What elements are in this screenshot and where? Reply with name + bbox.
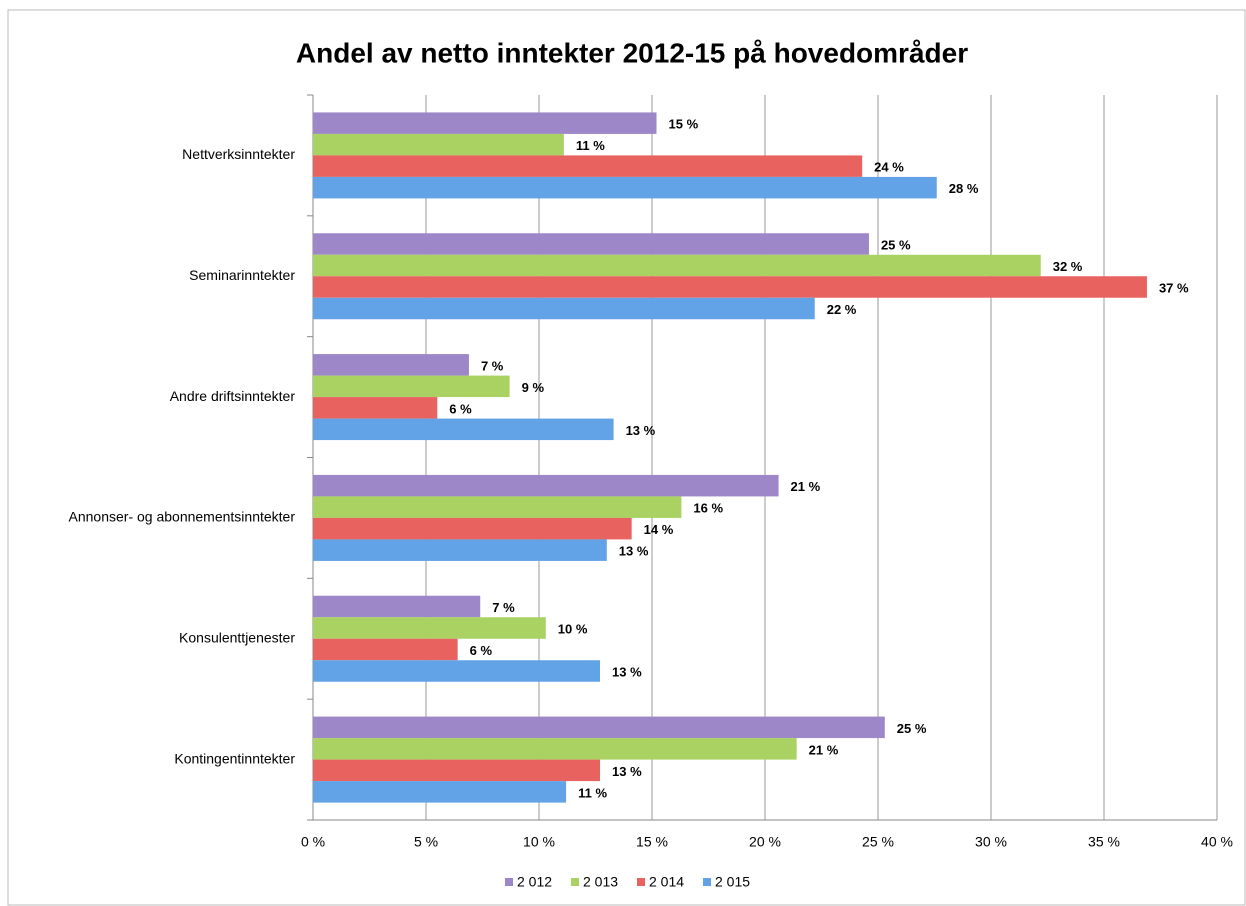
bar (313, 759, 601, 782)
bar (313, 254, 1041, 277)
bar (313, 112, 657, 134)
value-label: 14 % (644, 522, 674, 537)
x-tick-label: 5 % (414, 834, 438, 850)
value-label: 37 % (1159, 280, 1189, 295)
y-tick-label: Kontingentinntekter (174, 750, 295, 766)
x-tick-label: 40 % (1201, 834, 1233, 850)
bar (313, 155, 863, 177)
bar (313, 474, 779, 497)
bar (313, 354, 469, 376)
y-tick-label: Nettverksinntekter (182, 146, 295, 162)
value-label: 13 % (626, 423, 656, 438)
legend-label: 2 012 (517, 874, 552, 890)
y-tick-label: Seminarinntekter (189, 267, 295, 283)
bar (313, 716, 885, 739)
bar (313, 517, 632, 540)
x-tick-label: 35 % (1088, 834, 1120, 850)
value-label: 13 % (612, 764, 642, 779)
value-label: 21 % (809, 742, 839, 757)
legend-label: 2 013 (583, 874, 618, 890)
y-tick-label: Konsulenttjenester (179, 629, 295, 645)
value-label: 21 % (791, 479, 821, 494)
value-label: 24 % (874, 160, 904, 175)
x-tick-label: 0 % (301, 834, 325, 850)
bar (313, 617, 546, 639)
value-label: 7 % (492, 600, 515, 615)
bar (313, 297, 815, 320)
bar (313, 660, 601, 682)
value-label: 32 % (1053, 259, 1083, 274)
bar (313, 539, 607, 561)
bar (313, 176, 937, 199)
bar (313, 638, 458, 661)
bar (313, 375, 510, 398)
bar (313, 418, 614, 441)
bar (313, 781, 567, 803)
chart-title: Andel av netto inntekter 2012-15 på hove… (296, 37, 968, 68)
y-tick-label: Annonser- og abonnementsinntekter (69, 509, 296, 525)
bar (313, 595, 481, 618)
bar (313, 738, 797, 760)
legend-label: 2 015 (715, 874, 750, 890)
value-label: 9 % (522, 380, 545, 395)
value-label: 13 % (619, 544, 649, 559)
bar (313, 496, 682, 518)
x-tick-label: 15 % (636, 834, 668, 850)
value-label: 22 % (827, 302, 857, 317)
x-tick-label: 30 % (975, 834, 1007, 850)
value-label: 7 % (481, 358, 504, 373)
bar (313, 397, 438, 419)
value-label: 28 % (949, 181, 979, 196)
value-label: 6 % (449, 401, 472, 416)
bar (313, 133, 564, 156)
x-tick-label: 25 % (862, 834, 894, 850)
value-label: 25 % (881, 237, 911, 252)
value-label: 10 % (558, 621, 588, 636)
value-label: 11 % (578, 785, 607, 800)
value-label: 11 % (576, 138, 605, 153)
legend-swatch (703, 878, 711, 886)
bar (313, 276, 1147, 298)
value-label: 15 % (669, 117, 699, 132)
legend-swatch (571, 878, 579, 886)
legend-swatch (505, 878, 513, 886)
value-label: 16 % (693, 501, 723, 516)
bar (313, 233, 869, 255)
legend-label: 2 014 (649, 874, 684, 890)
x-tick-label: 10 % (523, 834, 555, 850)
value-label: 13 % (612, 664, 642, 679)
value-label: 25 % (897, 721, 927, 736)
value-label: 6 % (470, 643, 493, 658)
x-tick-label: 20 % (749, 834, 781, 850)
y-tick-label: Andre driftsinntekter (170, 388, 296, 404)
legend-swatch (637, 878, 645, 886)
